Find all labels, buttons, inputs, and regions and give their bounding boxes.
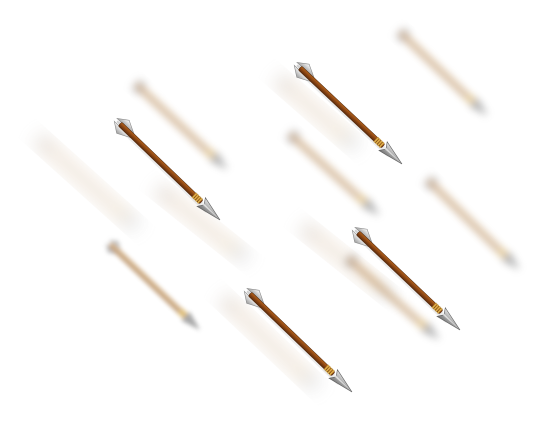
blurred-arrow-1 xyxy=(395,27,488,116)
blurred-arrow-2 xyxy=(131,79,228,170)
blurred-arrow-8 xyxy=(105,239,201,331)
arrow-binding xyxy=(323,364,335,376)
arrow-binding xyxy=(191,192,203,204)
arrow-binding xyxy=(373,136,385,148)
arrow-2 xyxy=(113,117,221,221)
blurred-arrow-5 xyxy=(35,135,140,230)
arrow-shaft xyxy=(118,122,203,204)
arrow-3 xyxy=(351,226,461,331)
arrow-shaft xyxy=(298,66,385,148)
blurred-arrow-4 xyxy=(285,129,381,217)
arrow-binding xyxy=(431,302,443,314)
arrow-4 xyxy=(243,287,353,393)
blurred-arrow-11 xyxy=(220,295,321,391)
arrow-1 xyxy=(293,61,403,165)
arrow-shaft xyxy=(248,292,335,376)
sharp-arrows-layer xyxy=(113,61,461,393)
arrow-shaft xyxy=(356,231,443,314)
blurred-arrow-10 xyxy=(343,253,441,341)
blurred-arrows-layer xyxy=(35,27,520,391)
blurred-arrow-6 xyxy=(155,185,250,262)
blurred-arrow-3 xyxy=(275,75,360,150)
blurred-arrow-7 xyxy=(423,175,520,270)
